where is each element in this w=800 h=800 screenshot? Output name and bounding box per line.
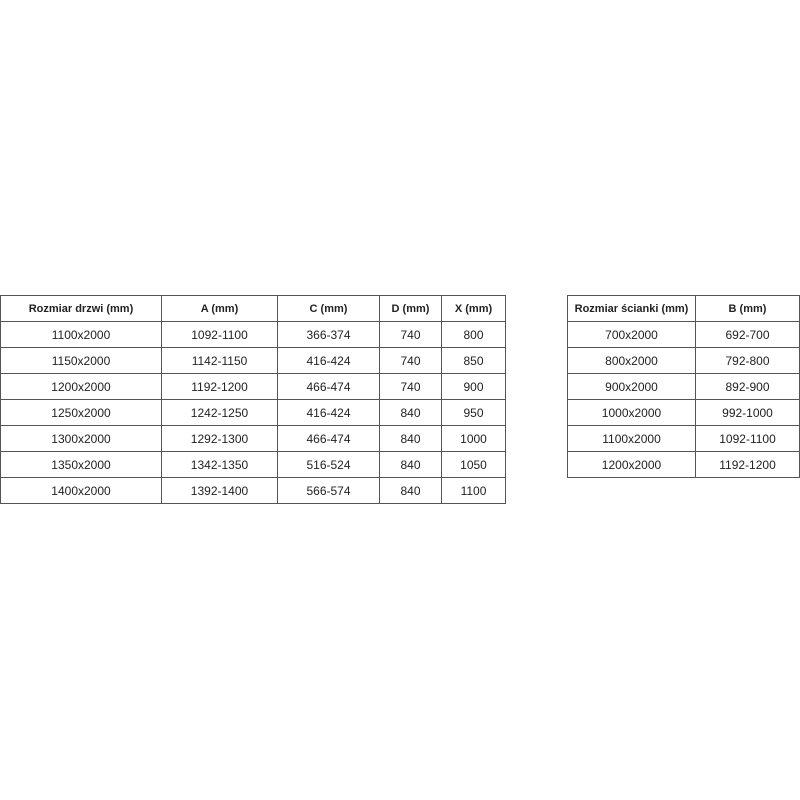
table-header-row: Rozmiar drzwi (mm) A (mm) C (mm) D (mm) X (m… [0,295,506,322]
table-cell: 1100 [441,477,506,504]
table-cell: 416-424 [277,347,380,374]
table-cell: 1092-1100 [695,425,800,452]
column-header: A (mm) [161,295,278,322]
column-header: C (mm) [277,295,380,322]
table-cell: 1292-1300 [161,425,278,452]
table-cell: 692-700 [695,321,800,348]
table-cell: 1142-1150 [161,347,278,374]
table-row: 1200x2000 1192-1200 466-474 740 900 [0,373,506,400]
table-cell: 1350x2000 [0,451,162,478]
table-cell: 1192-1200 [161,373,278,400]
table-cell: 1242-1250 [161,399,278,426]
table-cell: 566-574 [277,477,380,504]
table-row: 900x2000 892-900 [567,373,800,400]
table-row: 1200x2000 1192-1200 [567,451,800,478]
table-cell: 992-1000 [695,399,800,426]
table-cell: 1200x2000 [567,451,696,478]
table-cell: 840 [379,425,442,452]
table-cell: 1200x2000 [0,373,162,400]
table-cell: 840 [379,477,442,504]
table-cell: 840 [379,451,442,478]
column-header: X (mm) [441,295,506,322]
table-cell: 1300x2000 [0,425,162,452]
table-cell: 840 [379,399,442,426]
table-cell: 466-474 [277,373,380,400]
table-cell: 900x2000 [567,373,696,400]
table-cell: 1342-1350 [161,451,278,478]
table-cell: 1000 [441,425,506,452]
table-cell: 1400x2000 [0,477,162,504]
table-cell: 466-474 [277,425,380,452]
column-header: B (mm) [695,295,800,322]
table-cell: 1392-1400 [161,477,278,504]
table-row: 1250x2000 1242-1250 416-424 840 950 [0,399,506,426]
wall-size-table: Rozmiar ścianki (mm) B (mm) 700x2000 692-7… [567,295,800,478]
table-cell: 1050 [441,451,506,478]
table-cell: 740 [379,347,442,374]
table-cell: 740 [379,373,442,400]
table-cell: 516-524 [277,451,380,478]
table-header-row: Rozmiar ścianki (mm) B (mm) [567,295,800,322]
column-header: D (mm) [379,295,442,322]
column-header: Rozmiar ścianki (mm) [567,295,696,322]
table-cell: 950 [441,399,506,426]
table-cell: 1150x2000 [0,347,162,374]
table-cell: 740 [379,321,442,348]
table-cell: 800 [441,321,506,348]
door-size-table: Rozmiar drzwi (mm) A (mm) C (mm) D (mm) X (m… [0,295,506,504]
table-cell: 1250x2000 [0,399,162,426]
table-cell: 792-800 [695,347,800,374]
table-row: 1100x2000 1092-1100 366-374 740 800 [0,321,506,348]
table-row: 1300x2000 1292-1300 466-474 840 1000 [0,425,506,452]
table-cell: 1100x2000 [0,321,162,348]
table-row: 1000x2000 992-1000 [567,399,800,426]
table-cell: 1100x2000 [567,425,696,452]
table-cell: 850 [441,347,506,374]
table-row: 1100x2000 1092-1100 [567,425,800,452]
table-cell: 892-900 [695,373,800,400]
table-cell: 700x2000 [567,321,696,348]
table-row: 1350x2000 1342-1350 516-524 840 1050 [0,451,506,478]
table-cell: 1092-1100 [161,321,278,348]
table-cell: 366-374 [277,321,380,348]
table-row: 1150x2000 1142-1150 416-424 740 850 [0,347,506,374]
table-cell: 1192-1200 [695,451,800,478]
column-header: Rozmiar drzwi (mm) [0,295,162,322]
table-cell: 1000x2000 [567,399,696,426]
table-row: 800x2000 792-800 [567,347,800,374]
table-cell: 900 [441,373,506,400]
table-row: 700x2000 692-700 [567,321,800,348]
table-cell: 800x2000 [567,347,696,374]
table-row: 1400x2000 1392-1400 566-574 840 1100 [0,477,506,504]
table-cell: 416-424 [277,399,380,426]
